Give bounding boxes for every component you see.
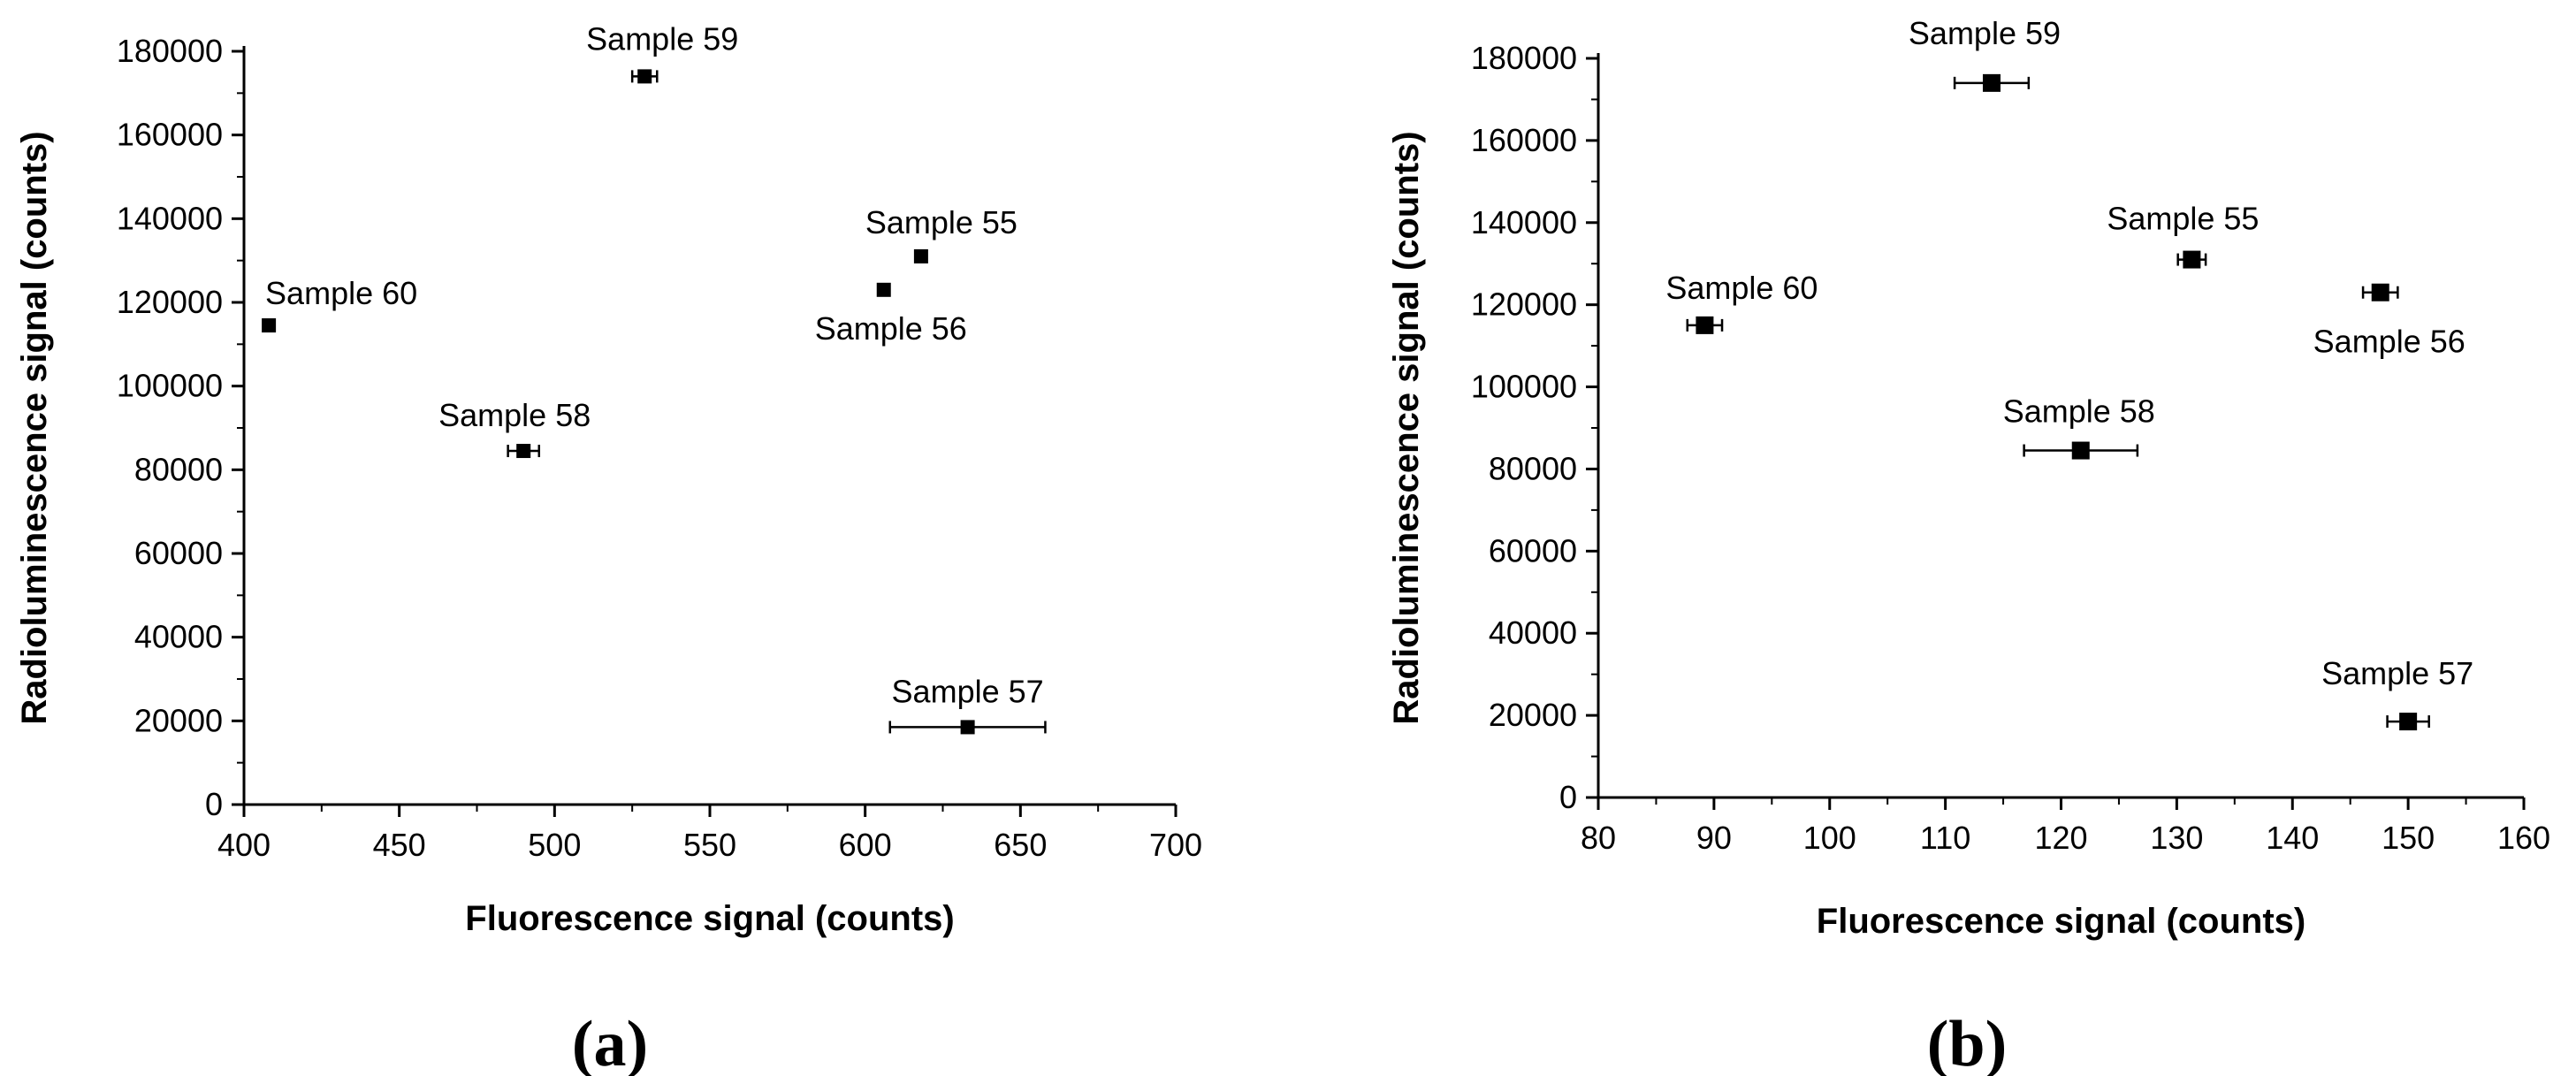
x-tick-label: 90 — [1696, 820, 1732, 856]
data-point — [1696, 316, 1714, 334]
point-label: Sample 56 — [815, 310, 967, 347]
y-axis-title: Radioluminescence signal (counts) — [15, 131, 54, 724]
y-tick-label: 20000 — [1489, 697, 1577, 733]
y-tick-label: 40000 — [134, 619, 223, 655]
y-tick-label: 60000 — [134, 535, 223, 571]
x-tick-label: 400 — [217, 827, 271, 863]
x-tick-label: 550 — [683, 827, 736, 863]
x-tick-label: 160 — [2497, 820, 2550, 856]
y-tick-label: 60000 — [1489, 532, 1577, 569]
point-label: Sample 60 — [1665, 270, 1818, 306]
panel-label: (a) — [572, 1008, 648, 1076]
y-tick-label: 100000 — [117, 368, 223, 404]
x-tick-label: 600 — [839, 827, 892, 863]
point-label: Sample 57 — [2321, 655, 2473, 691]
data-point — [2399, 713, 2418, 731]
x-tick-label: 150 — [2382, 820, 2435, 856]
x-axis-title: Fluorescence signal (counts) — [465, 899, 954, 938]
y-tick-label: 120000 — [117, 284, 223, 320]
point-label: Sample 59 — [586, 20, 738, 57]
panel-a: 400 450 500 550 600 650 700 0 20000 40000 60000 800… — [15, 20, 1202, 1076]
point-label: Sample 58 — [2003, 393, 2155, 430]
y-tick-label: 80000 — [134, 451, 223, 487]
x-axis-title: Fluorescence signal (counts) — [1817, 902, 2305, 941]
point-label: Sample 56 — [2313, 324, 2465, 360]
data-point — [637, 69, 652, 84]
y-tick-label: 180000 — [117, 33, 223, 69]
y-tick-label: 160000 — [1471, 122, 1577, 158]
x-tick-label: 700 — [1149, 827, 1202, 863]
y-tick-label: 40000 — [1489, 614, 1577, 651]
data-point — [876, 282, 891, 297]
x-tick-label: 130 — [2150, 820, 2203, 856]
y-tick-label: 100000 — [1471, 369, 1577, 405]
y-tick-label: 120000 — [1471, 286, 1577, 323]
data-point — [516, 444, 531, 459]
x-tick-label: 80 — [1581, 820, 1616, 856]
data-point — [2183, 250, 2201, 269]
data-point — [913, 248, 928, 263]
data-point — [2071, 441, 2090, 460]
data-point — [262, 318, 277, 333]
panel-label: (b) — [1927, 1008, 2007, 1076]
panel-b: 80 90 100 110 120 130 140 150 160 0 20000 40000 6000… — [1387, 15, 2550, 1076]
y-tick-label: 0 — [205, 786, 223, 822]
x-tick-label: 450 — [373, 827, 426, 863]
point-label: Sample 57 — [892, 673, 1044, 709]
point-label: Sample 55 — [2107, 201, 2259, 237]
x-tick-label: 650 — [994, 827, 1047, 863]
data-point — [1982, 73, 2001, 92]
x-tick-label: 110 — [1920, 820, 1970, 856]
x-tick-label: 120 — [2034, 820, 2087, 856]
x-tick-label: 100 — [1803, 820, 1856, 856]
y-tick-label: 160000 — [117, 117, 223, 153]
y-axis-title: Radioluminescence signal (counts) — [1387, 131, 1426, 724]
y-tick-label: 80000 — [1489, 450, 1577, 486]
y-tick-label: 0 — [1559, 779, 1577, 815]
y-tick-label: 20000 — [134, 702, 223, 738]
data-point — [2371, 283, 2389, 301]
point-label: Sample 58 — [438, 397, 591, 433]
data-point — [960, 720, 975, 735]
point-label: Sample 55 — [865, 204, 1017, 240]
x-tick-label: 500 — [528, 827, 581, 863]
point-label: Sample 59 — [1909, 15, 2061, 51]
point-label: Sample 60 — [265, 275, 417, 311]
y-tick-label: 140000 — [1471, 204, 1577, 240]
y-tick-label: 140000 — [117, 200, 223, 236]
y-tick-label: 180000 — [1471, 40, 1577, 76]
x-tick-label: 140 — [2266, 820, 2319, 856]
